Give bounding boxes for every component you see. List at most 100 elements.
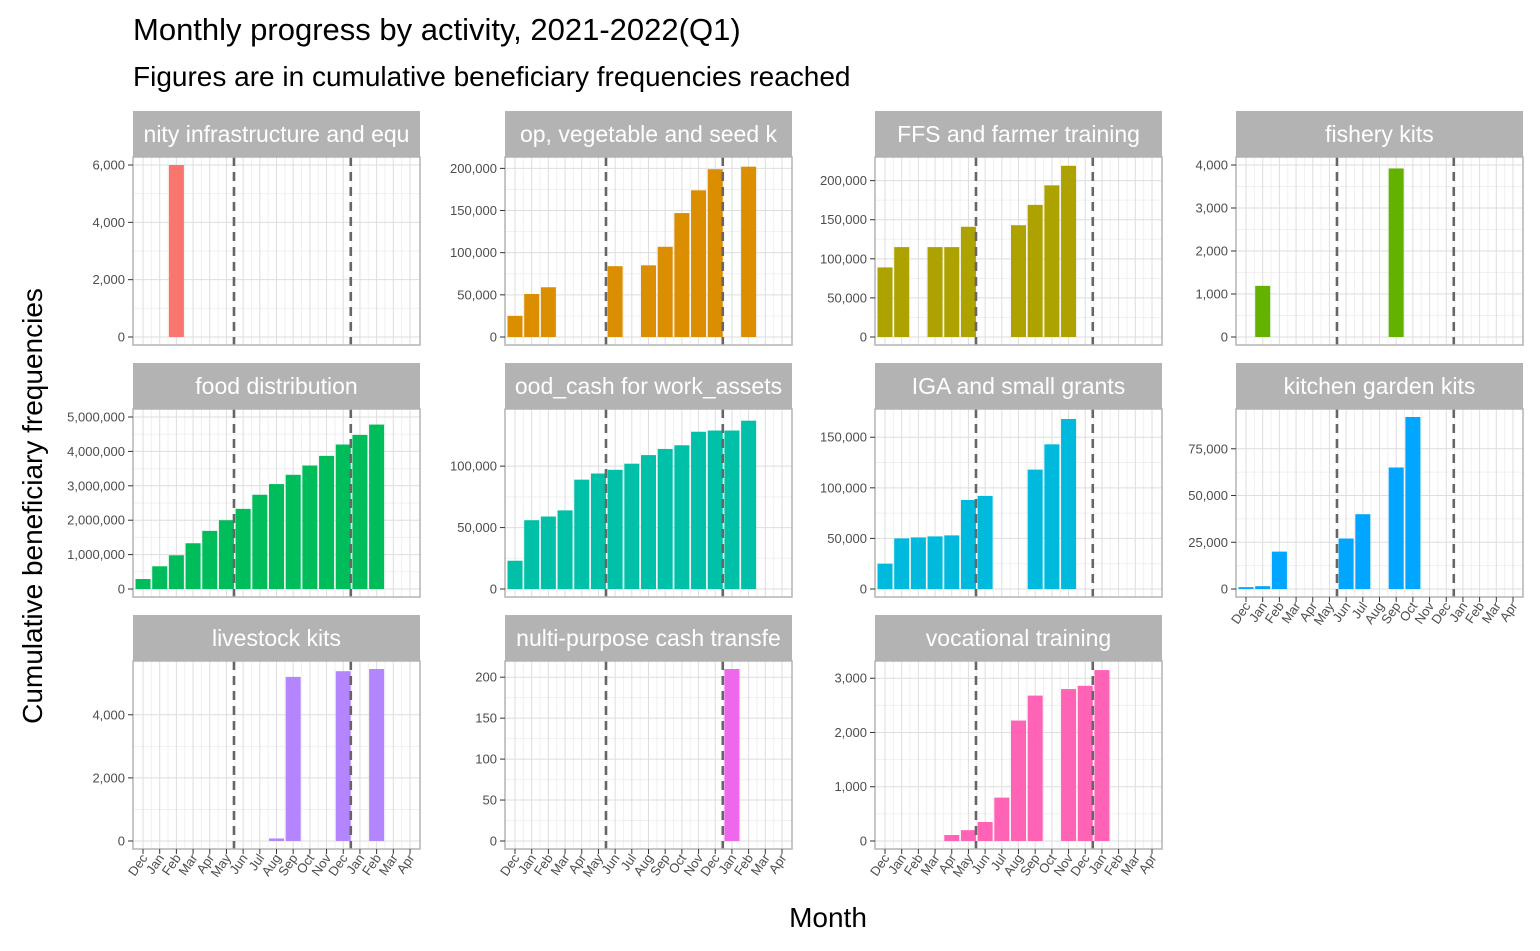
y-tick-label: 25,000 (1188, 535, 1228, 550)
bar-2021-01 (894, 247, 910, 337)
y-tick-label: 150,000 (820, 430, 867, 445)
bar-2021-07 (252, 494, 268, 589)
bar-2021-02 (1271, 551, 1287, 589)
bar-2022-01 (724, 430, 740, 589)
y-tick-label: 100,000 (820, 480, 867, 495)
y-tick-label: 200,000 (450, 161, 497, 176)
bar-2021-12 (335, 671, 351, 841)
y-tick-label: 200 (475, 670, 497, 685)
panel-border (504, 156, 793, 346)
bar-2021-10 (302, 465, 318, 589)
facet-vocational-training: vocational training01,0002,0003,000DecJa… (834, 615, 1163, 880)
facet-strip-label: food distribution (195, 373, 357, 399)
bar-2021-04 (202, 530, 218, 589)
bar-2021-10 (1044, 185, 1060, 337)
bar-2021-08 (640, 265, 657, 337)
y-tick-label: 0 (490, 834, 497, 849)
facet-food-cash-for-work-assets: ood_cash for work_assets 0 50,000 100,000 (450, 363, 793, 598)
y-tick-label: 0 (1221, 330, 1228, 345)
y-tick-label: 2,000,000 (67, 513, 125, 528)
bar-2021-06 (607, 266, 623, 337)
facet-strip-label: fishery kits (1325, 121, 1434, 147)
bar-2022-01 (1094, 670, 1110, 841)
bar-2022-02 (369, 424, 385, 589)
facet-strip (133, 111, 420, 157)
facet-livestock-kits: livestock kits02,0004,000DecJanFebMarApr… (92, 615, 421, 880)
bar-2021-01 (152, 566, 168, 589)
bar-2021-08 (1010, 225, 1027, 337)
facet-community-infrastructure-and-equipment: nity infrastructure and equ 0 2,000 4,000 6,… (92, 111, 421, 346)
bar-2021-05 (960, 830, 976, 841)
facet-strip-label: nity infrastructure and equ (144, 121, 410, 147)
facet-strip-label: livestock kits (212, 625, 341, 651)
panel-border (504, 408, 793, 598)
y-tick-label: 0 (118, 582, 125, 597)
bar-2021-09 (1388, 467, 1404, 589)
bar-2021-11 (1061, 165, 1077, 337)
bar-2022-01 (724, 669, 740, 841)
y-tick-label: 0 (490, 582, 497, 597)
bar-2021-11 (1061, 419, 1077, 589)
y-tick-label: 0 (860, 330, 867, 345)
facet-strip-label: vocational training (926, 625, 1111, 651)
facet-strip-label: kitchen garden kits (1284, 373, 1476, 399)
y-tick-label: 0 (118, 330, 125, 345)
x-tick-label: Apr (766, 851, 790, 877)
bar-2021-06 (977, 495, 993, 589)
bar-2021-03 (557, 510, 573, 589)
chart-subtitle: Figures are in cumulative beneficiary fr… (133, 61, 851, 92)
bar-2021-10 (1044, 444, 1060, 589)
bar-2020-12 (507, 315, 523, 337)
bar-2021-10 (674, 213, 690, 337)
bar-2021-05 (960, 226, 976, 337)
bar-2021-06 (977, 822, 993, 841)
bar-2021-12 (707, 430, 723, 589)
y-tick-label: 2,000 (1195, 244, 1228, 259)
bar-2020-12 (135, 579, 151, 589)
facet-kitchen-garden-kits: kitchen garden kits025,00050,00075,000De… (1188, 363, 1524, 628)
y-tick-label: 100,000 (450, 245, 497, 260)
bar-2021-04 (944, 535, 960, 589)
bar-2021-09 (285, 474, 301, 589)
y-tick-label: 1,000 (834, 779, 867, 794)
bar-2021-11 (1061, 689, 1077, 841)
bar-2021-09 (1027, 695, 1043, 841)
panel-border (874, 156, 1163, 346)
facet-food-distribution: food distribution 0 1,000,000 2,000,000 3,00… (67, 363, 421, 598)
bar-2021-09 (1027, 204, 1043, 337)
y-tick-label: 150,000 (820, 212, 867, 227)
bar-2021-03 (185, 543, 201, 589)
y-tick-label: 1,000,000 (67, 547, 125, 562)
y-tick-label: 50,000 (457, 287, 497, 302)
x-tick-label: Apr (1136, 851, 1160, 877)
y-tick-label: 50,000 (457, 520, 497, 535)
bar-2021-10 (674, 445, 690, 589)
y-tick-label: 50 (483, 793, 497, 808)
facet-strip (505, 615, 792, 661)
y-tick-label: 6,000 (92, 158, 125, 173)
bar-2021-06 (235, 508, 251, 589)
bar-2021-11 (319, 455, 335, 589)
y-tick-label: 100 (475, 752, 497, 767)
y-tick-label: 4,000 (92, 215, 125, 230)
facet-ffs-and-farmer-training: FFS and farmer training 0 50,000 100,000 150… (820, 111, 1163, 346)
bar-2021-07 (624, 463, 640, 589)
facet-strip (1236, 363, 1523, 409)
bar-2021-12 (1077, 685, 1093, 841)
x-tick-label: Apr (1497, 599, 1521, 625)
bar-2021-09 (657, 246, 673, 337)
y-tick-label: 4,000 (92, 707, 125, 722)
y-tick-label: 0 (490, 330, 497, 345)
bar-2022-02 (741, 420, 757, 589)
bar-2021-04 (574, 479, 590, 589)
facet-strip (875, 111, 1162, 157)
facet-strip-label: ood_cash for work_assets (515, 373, 782, 399)
panel-border (874, 408, 1163, 598)
bar-2021-08 (268, 484, 285, 589)
bar-2022-02 (741, 166, 757, 337)
facet-crop-vegetable-and-seed-kits: op, vegetable and seed k 0 50,000 100,000 15… (450, 111, 793, 346)
bar-2021-11 (691, 190, 707, 337)
bar-2021-05 (590, 473, 606, 589)
bar-2021-08 (268, 838, 285, 841)
panel-border (132, 156, 421, 346)
